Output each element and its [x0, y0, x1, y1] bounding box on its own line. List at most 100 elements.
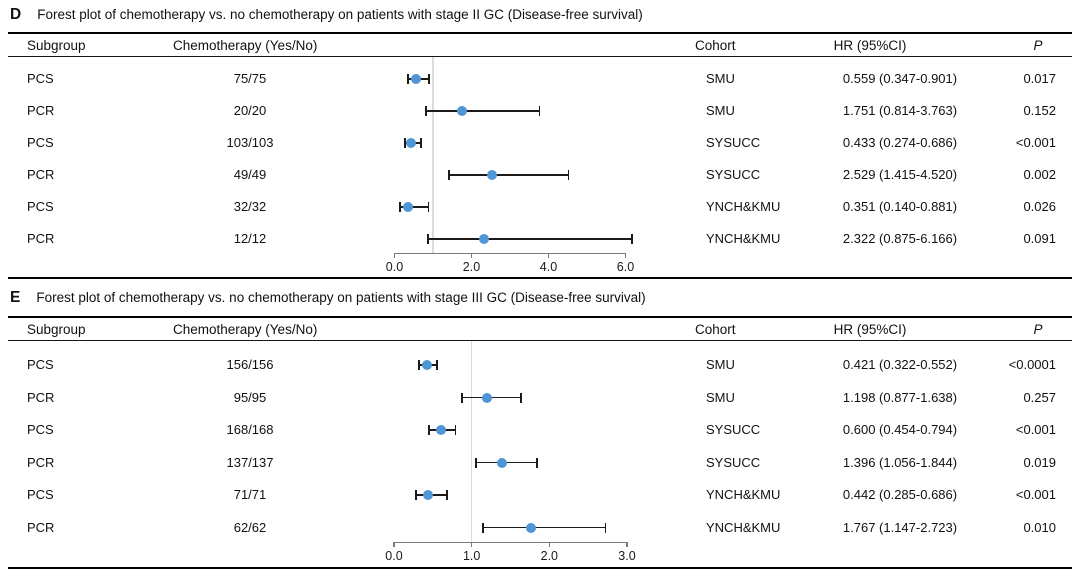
- row-cohort: SYSUCC: [706, 167, 761, 182]
- panel-d-table-top-border: [8, 32, 1072, 34]
- x-axis-tick-label: 2.0: [540, 549, 559, 563]
- reference-line: [470, 341, 473, 542]
- hr-marker: [435, 425, 446, 435]
- row-p-value: 0.257: [1023, 389, 1056, 405]
- col-header-hr: HR (95%CI): [833, 322, 907, 337]
- panel-e-letter: E: [10, 289, 21, 306]
- row-subgroup: PCS: [27, 71, 54, 86]
- row-chemotherapy: 32/32: [233, 199, 267, 214]
- x-axis-tick: [626, 542, 628, 547]
- hr-marker: [526, 522, 537, 533]
- ci-cap-low: [399, 202, 401, 212]
- col-header-p: P: [1033, 38, 1043, 53]
- row-chemotherapy: 168/168: [226, 422, 274, 437]
- col-header-chemotherapy: Chemotherapy (Yes/No): [173, 322, 318, 337]
- panel-d-letter: D: [10, 6, 22, 23]
- row-hr-ci: 1.396 (1.056-1.844): [842, 454, 958, 470]
- ci-cap-low: [428, 425, 431, 435]
- ci-cap-high: [567, 170, 570, 180]
- row-cohort: YNCH&KMU: [706, 199, 781, 214]
- row-subgroup: PCS: [27, 422, 54, 437]
- row-hr-ci: 1.751 (0.814-3.763): [842, 103, 958, 118]
- x-axis-tick-label: 1.0: [462, 549, 481, 563]
- ci-cap-high: [631, 234, 633, 244]
- panel-e-table-top-border: [8, 316, 1072, 318]
- ci-cap-low: [418, 360, 420, 370]
- col-header-cohort: Cohort: [695, 322, 736, 337]
- col-header-subgroup: Subgroup: [27, 322, 86, 337]
- row-subgroup: PCS: [27, 135, 54, 150]
- panel-d-header-row: Subgroup Chemotherapy (Yes/No) Cohort HR…: [0, 37, 1080, 54]
- row-chemotherapy: 95/95: [233, 389, 267, 405]
- ci-cap-high: [604, 522, 607, 533]
- reference-line: [432, 57, 434, 253]
- col-header-subgroup: Subgroup: [27, 38, 86, 53]
- ci-cap-low: [404, 138, 406, 148]
- hr-marker: [423, 490, 434, 500]
- row-hr-ci: 0.442 (0.285-0.686): [842, 487, 958, 502]
- panel-d-title: D Forest plot of chemotherapy vs. no chem…: [10, 6, 643, 24]
- panel-d-header-divider: [8, 56, 1072, 57]
- row-subgroup: PCS: [27, 199, 54, 214]
- row-hr-ci: 0.559 (0.347-0.901): [842, 71, 958, 86]
- ci-cap-high: [436, 360, 438, 370]
- x-axis-tick: [624, 253, 627, 258]
- ci-cap-high: [538, 106, 541, 116]
- col-header-p: P: [1033, 322, 1043, 337]
- row-p-value: 0.010: [1023, 519, 1056, 535]
- row-chemotherapy: 12/12: [233, 231, 267, 246]
- ci-cap-low: [475, 457, 477, 468]
- ci-cap-high: [428, 74, 430, 84]
- x-axis-tick: [548, 542, 550, 547]
- ci-bar: [425, 110, 540, 112]
- col-header-chemotherapy: Chemotherapy (Yes/No): [173, 38, 318, 53]
- x-axis-tick: [393, 542, 395, 547]
- hr-marker: [497, 457, 508, 468]
- row-cohort: YNCH&KMU: [706, 231, 781, 246]
- ci-cap-high: [446, 490, 449, 500]
- panel-e-header-row: Subgroup Chemotherapy (Yes/No) Cohort HR…: [0, 321, 1080, 338]
- row-chemotherapy: 156/156: [226, 357, 274, 372]
- row-subgroup: PCR: [27, 167, 55, 182]
- row-cohort: YNCH&KMU: [706, 519, 781, 535]
- ci-cap-low: [482, 522, 484, 533]
- row-hr-ci: 0.433 (0.274-0.686): [842, 135, 958, 150]
- ci-cap-high: [420, 138, 422, 148]
- row-p-value: <0.001: [1015, 487, 1056, 502]
- ci-bar: [448, 174, 569, 176]
- hr-marker: [403, 202, 413, 212]
- row-hr-ci: 0.600 (0.454-0.794): [842, 422, 958, 437]
- row-subgroup: PCS: [27, 357, 54, 372]
- x-axis-line: [394, 542, 627, 544]
- x-axis-tick-label: 4.0: [539, 260, 558, 274]
- panel-d-table-bottom-border: [8, 277, 1072, 279]
- row-cohort: YNCH&KMU: [706, 487, 781, 502]
- panel-d-title-text: Forest plot of chemotherapy vs. no chemo…: [37, 7, 643, 22]
- x-axis-line: [394, 253, 626, 255]
- x-axis-tick: [393, 253, 396, 258]
- hr-marker: [478, 234, 489, 244]
- row-hr-ci: 0.351 (0.140-0.881): [842, 199, 958, 214]
- x-axis-tick: [547, 253, 550, 258]
- row-chemotherapy: 71/71: [233, 487, 267, 502]
- ci-bar: [399, 206, 429, 208]
- col-header-hr: HR (95%CI): [833, 38, 907, 53]
- row-hr-ci: 1.198 (0.877-1.638): [842, 389, 958, 405]
- row-cohort: SYSUCC: [706, 454, 761, 470]
- hr-marker: [486, 170, 497, 180]
- hr-marker: [411, 74, 422, 84]
- row-p-value: 0.152: [1023, 103, 1056, 118]
- panel-e-header-divider: [8, 340, 1072, 341]
- row-chemotherapy: 49/49: [233, 167, 267, 182]
- x-axis-tick-label: 0.0: [385, 549, 403, 563]
- row-hr-ci: 2.529 (1.415-4.520): [842, 167, 958, 182]
- ci-bar: [428, 238, 632, 240]
- row-p-value: <0.0001: [1008, 357, 1056, 372]
- panel-e-table-bottom-border: [8, 567, 1072, 569]
- row-cohort: SMU: [706, 357, 735, 372]
- ci-cap-low: [415, 490, 417, 500]
- row-subgroup: PCR: [27, 454, 55, 470]
